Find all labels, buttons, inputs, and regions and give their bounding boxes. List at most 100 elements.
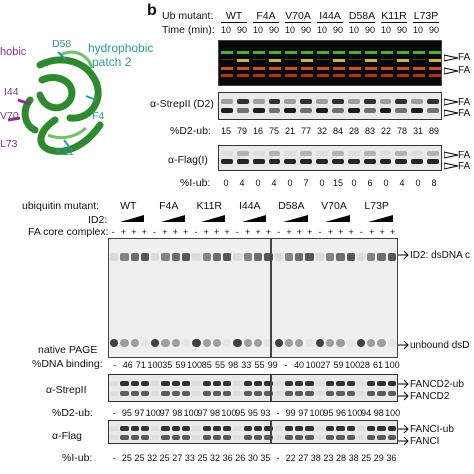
c-blot-band: [110, 426, 119, 431]
c-i-ub-value: 30: [247, 453, 258, 463]
native-complex-band: [284, 253, 294, 261]
c-blot-band: [387, 426, 396, 431]
c-strep-divider: [270, 374, 272, 402]
b-mutant-underline: [285, 22, 311, 23]
b-d2-ub-row: 15 79 16 75 21 77 32 84 28 83 22 78 31 89: [218, 126, 442, 136]
c-d2-ub-value: 96: [335, 408, 346, 418]
native-unbound-band: [243, 339, 252, 347]
c-blot-band: [151, 435, 160, 440]
native-complex-band: [110, 253, 119, 261]
c-d2-ub-value: 99: [285, 408, 296, 418]
b-flag-arrows: [444, 151, 458, 170]
c-blot-band: [326, 391, 335, 396]
native-complex-band: [305, 253, 314, 261]
c-unbound-label: unbound dsD: [410, 340, 470, 351]
b-time-value: 10: [220, 25, 231, 35]
c-blot-band: [295, 391, 304, 396]
b-i-ub-value: 6: [367, 178, 373, 188]
c-dna-binding-value: 71: [135, 360, 146, 370]
c-i-ub-value: 23: [323, 453, 334, 463]
native-unbound-band: [140, 339, 150, 347]
fluor-band: [317, 59, 329, 60]
b-flag-label: α-Flag(I): [168, 154, 208, 166]
c-blot-band: [367, 381, 376, 386]
c-i-ub-value: 32: [147, 453, 158, 463]
fluor-band: [237, 51, 249, 54]
c-blot-band: [326, 426, 335, 431]
c-fa-core-sign: +: [131, 227, 137, 237]
c-blot-band: [161, 426, 170, 431]
blot-band: [284, 99, 297, 104]
b-d2-ub-value: 77: [300, 126, 311, 136]
c-d2-ub-value: 93: [260, 408, 271, 418]
c-blot-band: [336, 426, 345, 431]
c-blot-band: [377, 435, 386, 440]
fluor-band: [333, 74, 345, 77]
c-d2-ub-value: 95: [235, 408, 246, 418]
c-dna-binding-value: 98: [228, 360, 239, 370]
c-d2-ub-value: 98: [210, 408, 221, 418]
c-i-ub-value: 25: [361, 453, 372, 463]
c-blot-band: [212, 435, 222, 440]
c-blot-band: [305, 391, 314, 396]
id2-triangle: [201, 215, 226, 222]
fluor-band: [365, 51, 377, 54]
c-blot-band: [305, 381, 314, 386]
fluor-band: [317, 74, 329, 77]
native-complex-band: [140, 253, 150, 261]
blot-band: [427, 99, 439, 104]
c-d2-ub-value: 100: [183, 408, 199, 418]
hydrophobic-patch2-line2: patch 2: [92, 55, 132, 69]
c-blot-band: [120, 391, 129, 396]
c-blot-band: [120, 435, 129, 440]
fluor-band: [253, 59, 265, 60]
fluor-band: [301, 51, 313, 54]
native-unbound-band: [192, 339, 201, 347]
c-blot-band: [171, 381, 180, 386]
native-complex-band: [336, 253, 345, 261]
fluor-band: [397, 51, 409, 54]
c-i-ub-value: 35: [260, 453, 271, 463]
fluor-band: [269, 59, 281, 62]
b-flag-fa-lower: FA: [458, 161, 471, 172]
blot-band: [300, 151, 313, 156]
b-i-ub-value: 0: [415, 178, 421, 188]
c-blot-band: [233, 426, 242, 431]
c-fa-core-sign: -: [111, 227, 115, 237]
blot-band: [252, 99, 265, 104]
fluor-band: [333, 51, 345, 54]
fluor-band: [269, 67, 281, 70]
blot-band: [316, 108, 328, 113]
c-blot-band: [356, 426, 366, 431]
fluor-band: [333, 67, 345, 70]
fluor-band: [285, 74, 297, 77]
c-blot-band: [192, 435, 201, 440]
c-blot-band: [192, 391, 201, 396]
b-mutant-underline: [253, 22, 279, 23]
fluor-band: [237, 67, 249, 70]
b-time-value: 90: [332, 25, 343, 35]
native-unbound-band: [356, 339, 366, 347]
c-fa-core-sign: +: [348, 227, 354, 237]
native-unbound-band: [130, 339, 139, 347]
c-blot-band: [182, 426, 191, 431]
c-i-ub-value: 25: [134, 453, 145, 463]
c-blot-band: [161, 381, 170, 386]
b-i-ub-value: 8: [431, 178, 437, 188]
native-unbound-band: [182, 339, 191, 347]
c-strep-blot: [108, 374, 398, 402]
c-d2-ub-value: 95: [247, 408, 258, 418]
c-dna-binding-value: 46: [122, 360, 133, 370]
b-time-value: 10: [284, 25, 295, 35]
fluor-band: [269, 74, 281, 77]
c-blot-band: [295, 426, 304, 431]
fluor-band: [365, 74, 377, 77]
fluorescence-gel: [218, 40, 442, 86]
c-fa-core-sign: +: [120, 227, 127, 237]
c-blot-band: [346, 426, 355, 431]
c-fa-core-sign: -: [194, 227, 198, 237]
fluor-band: [349, 51, 361, 54]
c-dna-binding-value: 55: [214, 360, 225, 370]
c-fa-core-sign: -: [359, 227, 363, 237]
c-blot-band: [284, 381, 294, 386]
